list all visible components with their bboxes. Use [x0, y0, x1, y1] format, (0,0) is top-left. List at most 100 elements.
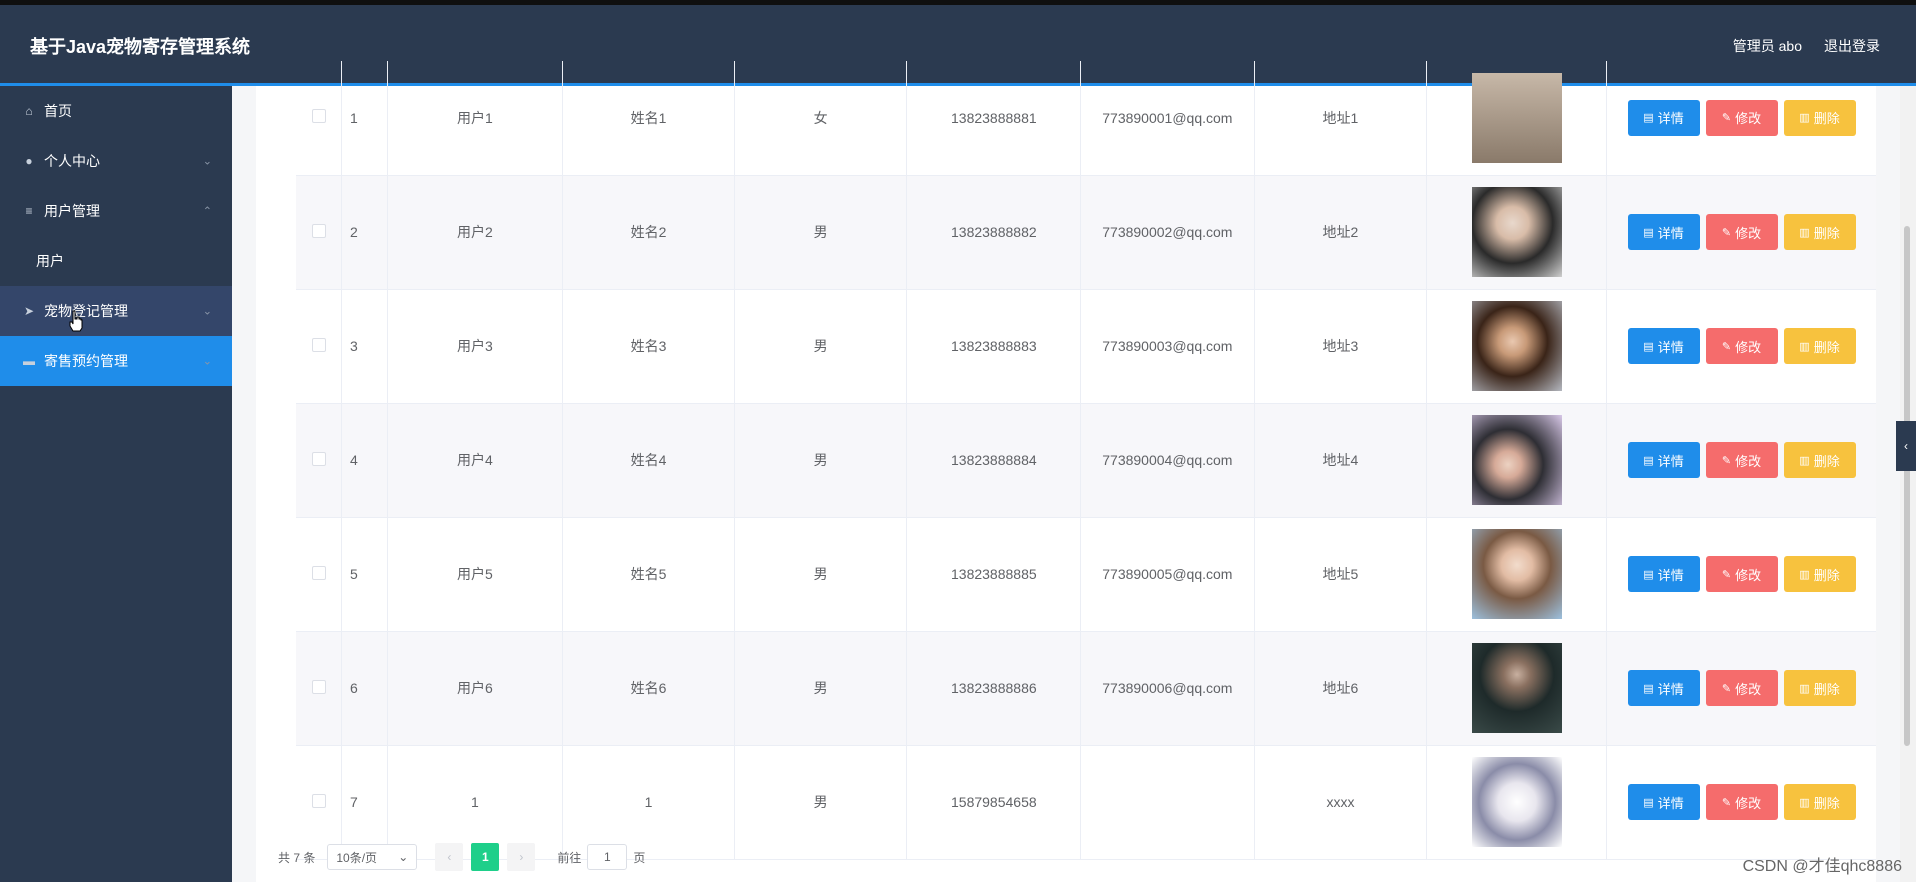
main-area: 1 用户1 姓名1 女 13823888881 773890001@qq.com… [232, 61, 1916, 882]
page-size-select[interactable]: 10条/页 ⌄ [327, 844, 418, 870]
cell-sex: 男 [734, 175, 908, 290]
row-checkbox[interactable] [311, 793, 326, 808]
trash-icon: ▥ [1799, 112, 1810, 125]
row-checkbox[interactable] [311, 679, 326, 694]
sidebar-item-profile[interactable]: ● 个人中心 ⌄ [0, 136, 232, 186]
sidebar-item-consignment-booking[interactable]: ▬ 寄售预约管理 ⌄ [0, 336, 232, 386]
watermark: CSDN @才佳qhc8886 [1742, 858, 1902, 875]
delete-button[interactable]: ▥ 删除 [1783, 442, 1856, 478]
chevron-right-icon: › [519, 850, 524, 864]
row-checkbox[interactable] [311, 109, 326, 124]
detail-button[interactable]: ▤ 详情 [1627, 784, 1700, 820]
trash-icon: ▥ [1799, 682, 1810, 695]
user-icon: ● [25, 154, 33, 168]
detail-button[interactable]: ▤ 详情 [1627, 670, 1700, 706]
cell-phone: 13823888885 [906, 517, 1082, 632]
row-index: 3 [341, 289, 388, 404]
edit-button[interactable]: ✎ 修改 [1705, 214, 1778, 250]
user-photo [1471, 757, 1562, 847]
delete-button[interactable]: ▥ 删除 [1783, 328, 1856, 364]
cell-email: 773890002@qq.com [1080, 175, 1255, 290]
detail-button-label: 详情 [1657, 567, 1684, 583]
detail-button[interactable]: ▤ 详情 [1627, 556, 1700, 592]
delete-button[interactable]: ▥ 删除 [1783, 670, 1856, 706]
vertical-scrollbar[interactable] [1900, 86, 1916, 882]
edit-icon: ✎ [1721, 454, 1732, 467]
delete-button-label: 删除 [1813, 339, 1840, 355]
cell-email: 773890005@qq.com [1080, 517, 1255, 632]
edit-button[interactable]: ✎ 修改 [1705, 556, 1778, 592]
cell-sex: 女 [734, 61, 908, 176]
cell-address: 地址1 [1254, 61, 1428, 176]
collapse-toggle[interactable]: ‹ [1896, 421, 1916, 471]
next-page-button[interactable]: › [507, 843, 536, 871]
sidebar-item-user-management[interactable]: ≡ 用户管理 ⌃ [0, 186, 232, 236]
cell-email: 773890006@qq.com [1080, 631, 1255, 746]
logout-link[interactable]: 退出登录 [1824, 38, 1880, 54]
delete-button[interactable]: ▥ 删除 [1783, 99, 1856, 136]
row-checkbox[interactable] [311, 337, 326, 352]
table-row: 1 用户1 姓名1 女 13823888881 773890001@qq.com… [296, 61, 1876, 176]
edit-icon: ✎ [1721, 568, 1732, 581]
edit-button[interactable]: ✎ 修改 [1705, 99, 1778, 136]
sidebar-item-home[interactable]: ⌂ 首页 [0, 86, 232, 136]
trash-icon: ▥ [1799, 568, 1810, 581]
cell-sex: 男 [734, 289, 908, 404]
table-row: 3 用户3 姓名3 男 13823888883 773890003@qq.com… [296, 289, 1876, 404]
cell-address: xxxx [1254, 745, 1428, 860]
row-checkbox[interactable] [311, 451, 326, 466]
cell-address: 地址3 [1254, 289, 1428, 404]
delete-button-label: 删除 [1813, 225, 1840, 241]
app-title: 基于Java宠物寄存管理系统 [30, 37, 251, 57]
cell-username: 用户2 [387, 175, 564, 290]
cell-address: 地址4 [1254, 403, 1428, 518]
chevron-left-icon: ‹ [1904, 439, 1908, 453]
header-actions: 管理员 abo 退出登录 [1733, 36, 1880, 56]
hand-cursor-icon [69, 310, 83, 332]
edit-button-label: 修改 [1735, 111, 1762, 127]
user-photo [1471, 643, 1562, 733]
user-photo [1471, 72, 1562, 163]
row-checkbox[interactable] [311, 565, 326, 580]
detail-button[interactable]: ▤ 详情 [1627, 214, 1700, 250]
document-icon: ▤ [1643, 226, 1654, 239]
sidebar-item-pet-registration[interactable]: ➤ 宠物登记管理 ⌄ [0, 286, 232, 336]
scrollbar-thumb[interactable] [1904, 226, 1910, 746]
chevron-down-icon: ⌄ [202, 355, 212, 368]
sidebar: ⌂ 首页 ● 个人中心 ⌄ ≡ 用户管理 ⌃ 用户 ➤ 宠物登记管理 ⌄ ▬ 寄… [0, 86, 232, 882]
edit-button-label: 修改 [1735, 453, 1762, 469]
edit-button[interactable]: ✎ 修改 [1705, 442, 1778, 478]
prev-page-button[interactable]: ‹ [435, 843, 464, 871]
edit-button-label: 修改 [1735, 567, 1762, 583]
row-checkbox[interactable] [311, 223, 326, 238]
edit-button[interactable]: ✎ 修改 [1705, 670, 1778, 706]
send-icon: ➤ [23, 304, 35, 318]
cell-name: 姓名3 [562, 289, 735, 404]
detail-button[interactable]: ▤ 详情 [1627, 442, 1700, 478]
detail-button[interactable]: ▤ 详情 [1627, 328, 1700, 364]
page-number-current[interactable]: 1 [471, 843, 500, 871]
cell-email: 773890003@qq.com [1080, 289, 1255, 404]
table-row: 5 用户5 姓名5 男 13823888885 773890005@qq.com… [296, 517, 1876, 632]
chevron-left-icon: ‹ [447, 850, 452, 864]
user-table: 1 用户1 姓名1 女 13823888881 773890001@qq.com… [296, 61, 1876, 860]
delete-button[interactable]: ▥ 删除 [1783, 214, 1856, 250]
chevron-down-icon: ⌄ [202, 305, 212, 318]
edit-button[interactable]: ✎ 修改 [1705, 784, 1778, 820]
goto-page-input[interactable]: 1 [587, 844, 628, 870]
sidebar-item-users[interactable]: 用户 [0, 236, 232, 286]
detail-button-label: 详情 [1657, 681, 1684, 697]
cell-username: 1 [387, 745, 564, 860]
detail-button-label: 详情 [1657, 795, 1684, 811]
delete-button[interactable]: ▥ 删除 [1783, 556, 1856, 592]
document-icon: ▤ [1643, 796, 1654, 809]
pagination: 共 7 条 10条/页 ⌄ ‹ 1 › 前往 1 页 [278, 843, 645, 871]
table-row: 6 用户6 姓名6 男 13823888886 773890006@qq.com… [296, 631, 1876, 746]
user-photo [1471, 415, 1562, 505]
book-icon: ▬ [23, 354, 35, 368]
cell-name: 姓名5 [562, 517, 735, 632]
table-row: 7 1 1 男 15879854658 xxxx ▤ 详情 ✎ 修改 ▥ 删除 [296, 745, 1876, 860]
edit-button[interactable]: ✎ 修改 [1705, 328, 1778, 364]
detail-button[interactable]: ▤ 详情 [1627, 99, 1700, 136]
delete-button[interactable]: ▥ 删除 [1783, 784, 1856, 820]
